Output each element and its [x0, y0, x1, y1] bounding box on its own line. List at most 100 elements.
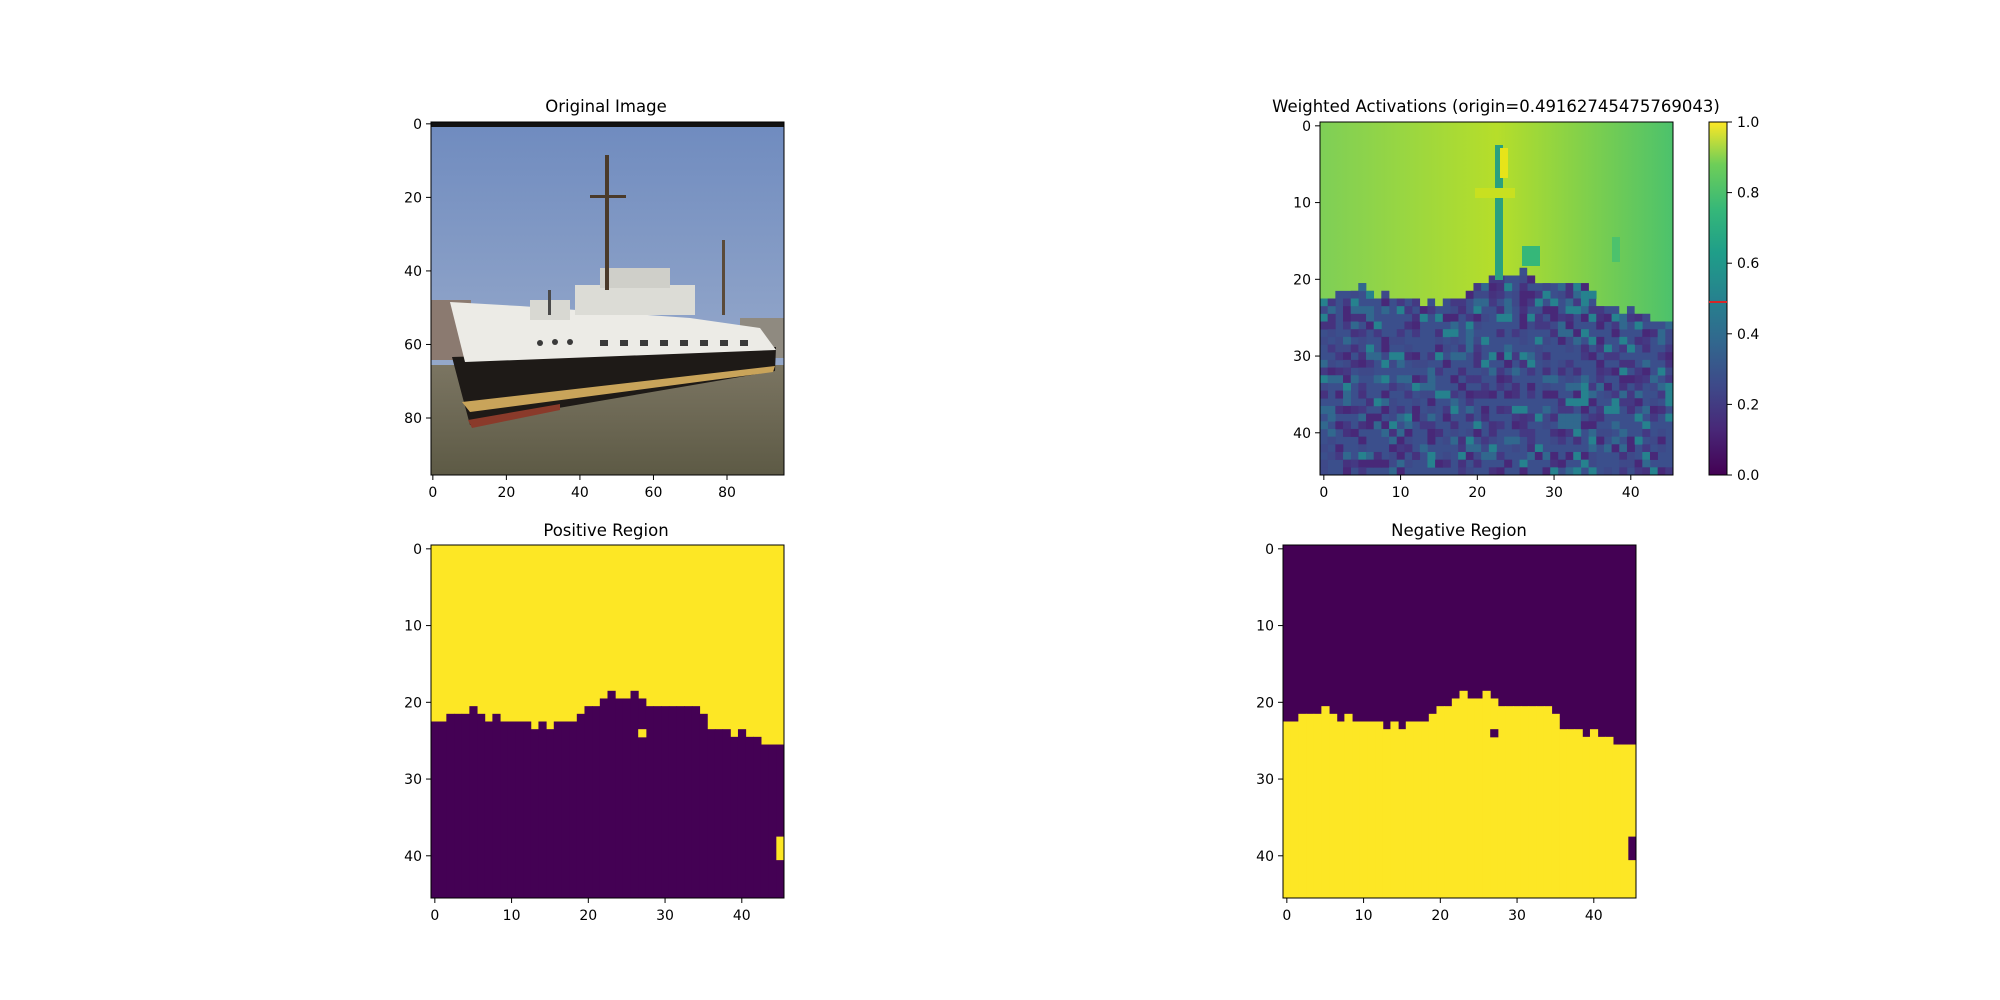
colorbar-tick-label: 0.4	[1737, 327, 1759, 343]
x-tick-label: 20	[1431, 908, 1449, 924]
region-column	[714, 729, 724, 899]
region-column	[1474, 698, 1484, 899]
negative-region-map	[1283, 545, 1637, 899]
region-column	[1321, 706, 1330, 899]
region-column	[454, 713, 463, 899]
y-tick-label: 10	[1293, 196, 1311, 212]
x-tick-label: 40	[1585, 908, 1603, 924]
region-cell	[607, 690, 616, 699]
region-column	[760, 744, 770, 899]
x-tick-label: 0	[428, 485, 437, 501]
region-column	[668, 706, 678, 899]
colorbar-tick-label: 0.0	[1737, 468, 1759, 484]
colorbar-tick-label: 0.8	[1737, 186, 1759, 202]
region-column	[569, 721, 578, 899]
region-column	[745, 736, 754, 899]
region-column	[638, 698, 647, 899]
y-tick-label: 20	[1256, 695, 1274, 711]
region-column	[753, 736, 762, 899]
region-column	[1543, 706, 1553, 899]
region-column	[538, 721, 547, 899]
region-column	[1390, 721, 1399, 899]
y-tick-label: 20	[1293, 272, 1311, 288]
panel-title: Positive Region	[543, 521, 668, 540]
region-column	[576, 713, 585, 899]
region-column	[1329, 713, 1338, 899]
region-column	[1628, 744, 1637, 899]
region-column	[1298, 713, 1307, 899]
y-tick-label: 40	[1293, 426, 1311, 442]
region-column	[607, 698, 616, 899]
region-column	[1612, 744, 1622, 899]
region-column	[653, 706, 662, 899]
region-column	[1375, 721, 1384, 899]
region-column	[1536, 706, 1545, 899]
region-cell	[638, 729, 647, 738]
region-cell	[1459, 690, 1468, 699]
region-cell	[776, 836, 785, 861]
region-column	[1428, 713, 1437, 899]
y-tick-label: 0	[1302, 119, 1311, 135]
region-column	[630, 690, 639, 899]
region-column	[1382, 729, 1391, 899]
region-column	[546, 729, 555, 899]
region-column	[431, 721, 440, 899]
x-tick-label: 60	[645, 485, 663, 501]
region-column	[477, 713, 486, 899]
x-tick-label: 30	[1545, 485, 1563, 501]
photo-ship	[431, 122, 784, 475]
region-column	[661, 706, 670, 899]
region-column	[776, 744, 785, 899]
region-column	[584, 706, 593, 899]
region-column	[1505, 706, 1514, 899]
region-column	[1482, 690, 1491, 899]
y-tick-label: 20	[404, 695, 422, 711]
y-tick-label: 10	[1256, 619, 1274, 635]
region-column	[553, 721, 562, 899]
x-tick-label: 40	[1622, 485, 1640, 501]
region-column	[684, 706, 693, 899]
region-column	[1367, 721, 1376, 899]
x-tick-label: 20	[497, 485, 515, 501]
region-column	[484, 721, 493, 899]
region-column	[615, 698, 624, 899]
x-tick-label: 0	[1319, 485, 1328, 501]
x-tick-label: 80	[718, 485, 736, 501]
region-column	[1589, 729, 1599, 899]
region-column	[699, 713, 708, 899]
region-column	[1520, 706, 1530, 899]
region-column	[1559, 729, 1568, 899]
x-tick-label: 30	[656, 908, 674, 924]
region-column	[1451, 698, 1460, 899]
region-column	[1283, 721, 1292, 899]
region-column	[1344, 713, 1353, 899]
region-column	[1497, 706, 1507, 899]
region-cell	[1628, 836, 1637, 861]
region-column	[561, 721, 570, 899]
y-tick-label: 40	[404, 849, 422, 865]
y-tick-label: 0	[413, 117, 422, 133]
panel-title: Original Image	[545, 97, 667, 116]
y-tick-label: 10	[404, 619, 422, 635]
colorbar-tick-label: 0.2	[1737, 397, 1759, 413]
region-column	[1490, 698, 1499, 899]
region-cell	[1490, 729, 1499, 738]
x-tick-label: 30	[1508, 908, 1526, 924]
region-column	[730, 736, 739, 899]
region-column	[1551, 713, 1560, 899]
x-tick-label: 20	[1468, 485, 1486, 501]
x-tick-label: 0	[1282, 908, 1291, 924]
x-tick-label: 0	[430, 908, 439, 924]
region-column	[1436, 706, 1445, 899]
region-column	[1398, 729, 1407, 899]
region-column	[707, 729, 716, 899]
region-column	[1336, 721, 1345, 899]
y-tick-label: 0	[1265, 542, 1274, 558]
region-column	[645, 706, 655, 899]
region-column	[1306, 713, 1315, 899]
region-column	[722, 729, 731, 899]
x-tick-label: 40	[571, 485, 589, 501]
panel-positive-region: Positive Region 0 0 10 10 20 20 30 30 40 40	[404, 521, 785, 924]
y-tick-label: 30	[404, 772, 422, 788]
